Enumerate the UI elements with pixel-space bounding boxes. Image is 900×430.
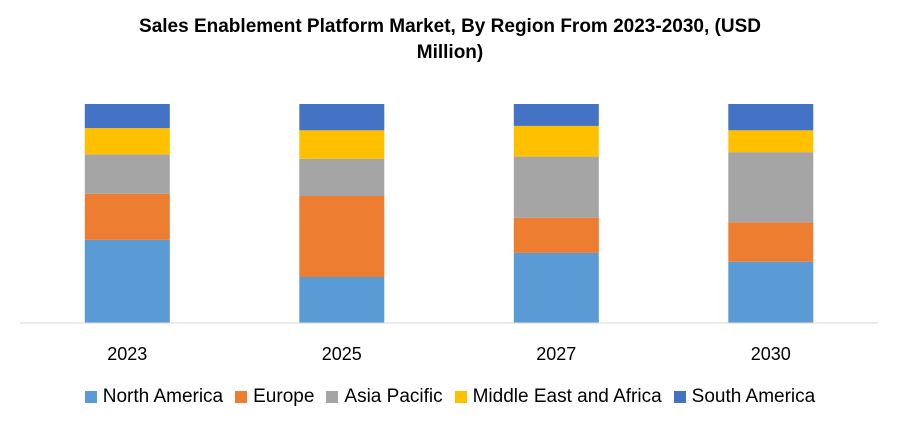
bar-south-america-2027: [513, 104, 599, 126]
chart-title-line-2: Million): [416, 42, 484, 63]
legend-swatch: [326, 391, 339, 403]
bar-europe-2027: [513, 217, 599, 253]
legend-label: North America: [102, 386, 224, 407]
chart-title: Sales Enablement Platform Market, By Reg…: [0, 14, 900, 66]
legend-item-asia-pacific: Asia Pacific: [326, 386, 443, 408]
legend-swatch: [235, 391, 248, 403]
bar-middle-east-and-africa-2023: [84, 128, 170, 155]
legend-item-europe: Europe: [235, 386, 314, 408]
legend-label: Middle East and Africa: [472, 386, 662, 407]
legend-swatch: [454, 391, 467, 403]
chart-legend: North America Europe Asia Pacific Middle Ea…: [0, 386, 900, 408]
legend-item-south-america: South America: [673, 386, 816, 408]
x-tick-label-2025: 2025: [322, 344, 362, 364]
x-tick-labels: 2023 2025 2027 2030: [107, 344, 791, 364]
bar-asia-pacific-2027: [513, 156, 599, 218]
chart-title-line-1: Sales Enablement Platform Market, By Reg…: [139, 16, 761, 37]
x-tick-label-2030: 2030: [751, 344, 791, 364]
legend-label: Asia Pacific: [344, 386, 443, 407]
x-tick-label-2027: 2027: [536, 344, 576, 364]
bar-south-america-2025: [299, 104, 385, 131]
bar-north-america-2030: [728, 261, 814, 323]
bar-middle-east-and-africa-2025: [299, 130, 385, 159]
bar-south-america-2030: [728, 104, 814, 131]
x-tick-label-2023: 2023: [107, 344, 147, 364]
bar-north-america-2027: [513, 252, 599, 323]
bar-europe-2025: [299, 196, 385, 277]
bar-north-america-2025: [299, 277, 385, 323]
bar-north-america-2023: [84, 239, 170, 323]
legend-swatch: [673, 391, 686, 403]
legend-item-north-america: North America: [84, 386, 224, 408]
legend-label: Europe: [253, 386, 315, 407]
bar-asia-pacific-2023: [84, 154, 170, 194]
legend-label: South America: [691, 386, 816, 407]
bar-group: [84, 104, 814, 323]
bar-asia-pacific-2025: [299, 158, 385, 196]
bar-europe-2030: [728, 222, 814, 262]
bar-south-america-2023: [84, 104, 170, 129]
legend-swatch: [84, 391, 97, 403]
bar-middle-east-and-africa-2027: [513, 125, 599, 157]
bar-middle-east-and-africa-2030: [728, 130, 814, 153]
bar-europe-2023: [84, 193, 170, 240]
legend-item-middle-east-and-africa: Middle East and Africa: [454, 386, 662, 408]
bar-asia-pacific-2030: [728, 152, 814, 223]
